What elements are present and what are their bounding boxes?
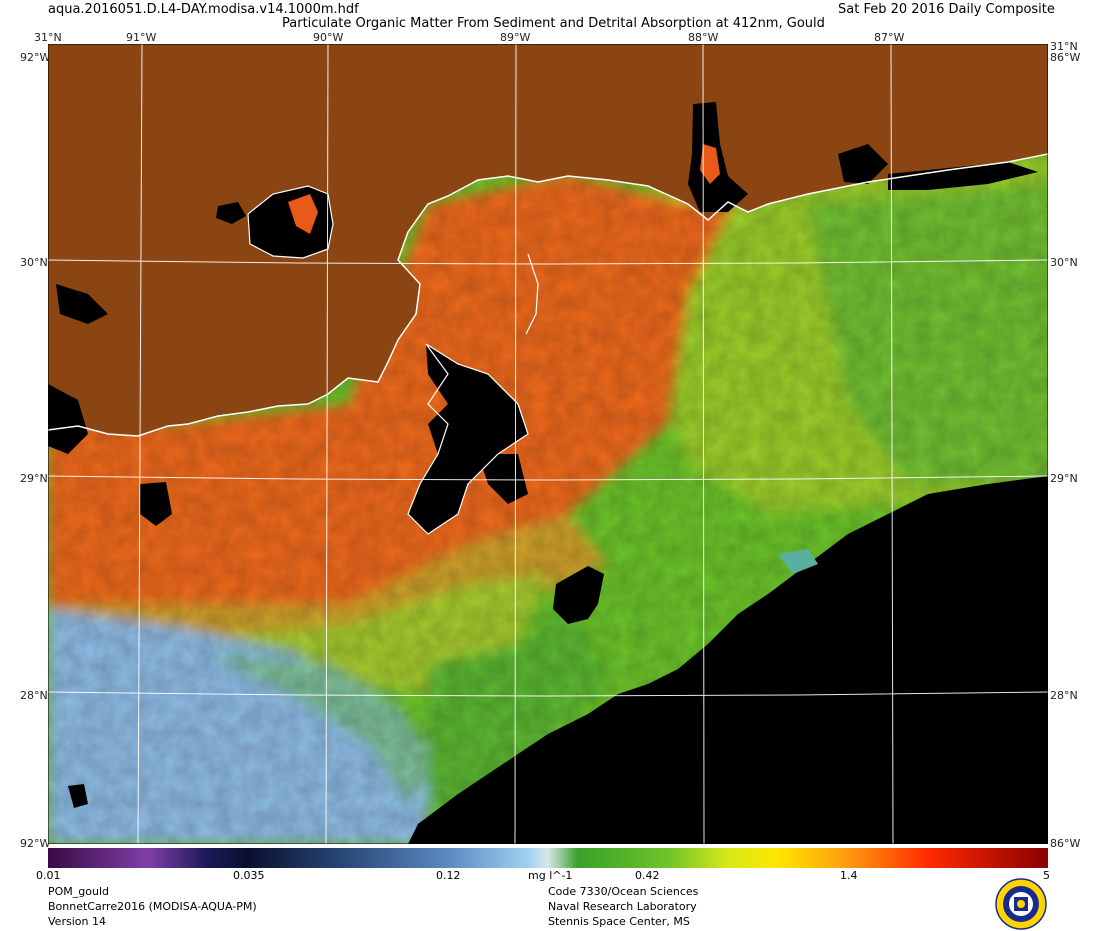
land-mass — [48, 44, 1048, 436]
dataset-name: BonnetCarre2016 (MODISA-AQUA-PM) — [48, 900, 257, 913]
colorbar-tick-4: 0.42 — [635, 869, 660, 882]
composite-date: Sat Feb 20 2016 Daily Composite — [838, 2, 1055, 17]
corner-label-top-right: 31°N — [1050, 40, 1078, 53]
lat-label-right-30n: 30°N — [1050, 256, 1078, 269]
graticule — [48, 44, 1048, 844]
corner-lon-top-left: 92°W — [20, 51, 51, 64]
org-code: Code 7330/Ocean Sciences — [548, 885, 699, 898]
file-name: aqua.2016051.D.L4-DAY.modisa.v14.1000m.h… — [48, 2, 359, 17]
lat-label-left-30n: 30°N — [20, 256, 48, 269]
mobile-bay-orange — [700, 144, 720, 184]
lat-label-left-28n: 28°N — [20, 689, 48, 702]
org-location: Stennis Space Center, MS — [548, 915, 690, 928]
colorbar-tick-5: 1.4 — [840, 869, 858, 882]
lon-label-89w: 89°W — [500, 31, 531, 44]
coast-nodata-west-b — [56, 284, 108, 324]
coast-nodata-west-a — [48, 384, 88, 454]
corner-label-bottom-right: 86°W — [1050, 837, 1081, 850]
satellite-map — [48, 44, 1048, 844]
map-title: Particulate Organic Matter From Sediment… — [282, 16, 825, 31]
lon-label-90w: 90°W — [313, 31, 344, 44]
colorbar-tick-0: 0.01 — [36, 869, 61, 882]
colorbar-units: mg l^-1 — [528, 869, 573, 882]
corner-label-top-left: 31°N — [34, 31, 62, 44]
colorbar-gradient — [48, 848, 1048, 868]
barrier-islands — [525, 253, 539, 335]
nrl-seal-logo — [995, 878, 1047, 930]
version-label: Version 14 — [48, 915, 106, 928]
lake-shoreline — [247, 185, 334, 259]
lon-label-88w: 88°W — [688, 31, 719, 44]
lake-pontchartrain-orange — [288, 194, 318, 234]
no-data-deep-water — [408, 476, 1048, 844]
no-data-island-patch — [553, 566, 604, 624]
colorbar-tick-1: 0.035 — [233, 869, 265, 882]
delta-nodata-a — [408, 344, 528, 534]
lake-maurepas — [216, 202, 246, 224]
colorbar-tick-2: 0.12 — [436, 869, 461, 882]
coastline — [48, 153, 1048, 437]
delta-coastline — [407, 343, 529, 535]
lat-label-left-29n: 29°N — [20, 472, 48, 485]
lon-label-87w: 87°W — [874, 31, 905, 44]
lat-label-right-28n: 28°N — [1050, 689, 1078, 702]
coast-nodata-east — [888, 162, 1038, 190]
org-name: Naval Research Laboratory — [548, 900, 697, 913]
no-data-small-patch — [778, 549, 818, 574]
product-name: POM_gould — [48, 885, 110, 898]
corner-label-bottom-left: 92°W — [20, 837, 51, 850]
west-coast-nodata — [140, 482, 172, 526]
colorbar-tick-6: 5 — [1043, 869, 1050, 882]
colorbar — [48, 848, 1048, 868]
sw-nodata-dots — [68, 784, 88, 808]
lon-label-91w: 91°W — [126, 31, 157, 44]
corner-lon-top-right: 86°W — [1050, 51, 1081, 64]
lat-label-right-29n: 29°N — [1050, 472, 1078, 485]
pensacola-bay — [838, 144, 888, 184]
